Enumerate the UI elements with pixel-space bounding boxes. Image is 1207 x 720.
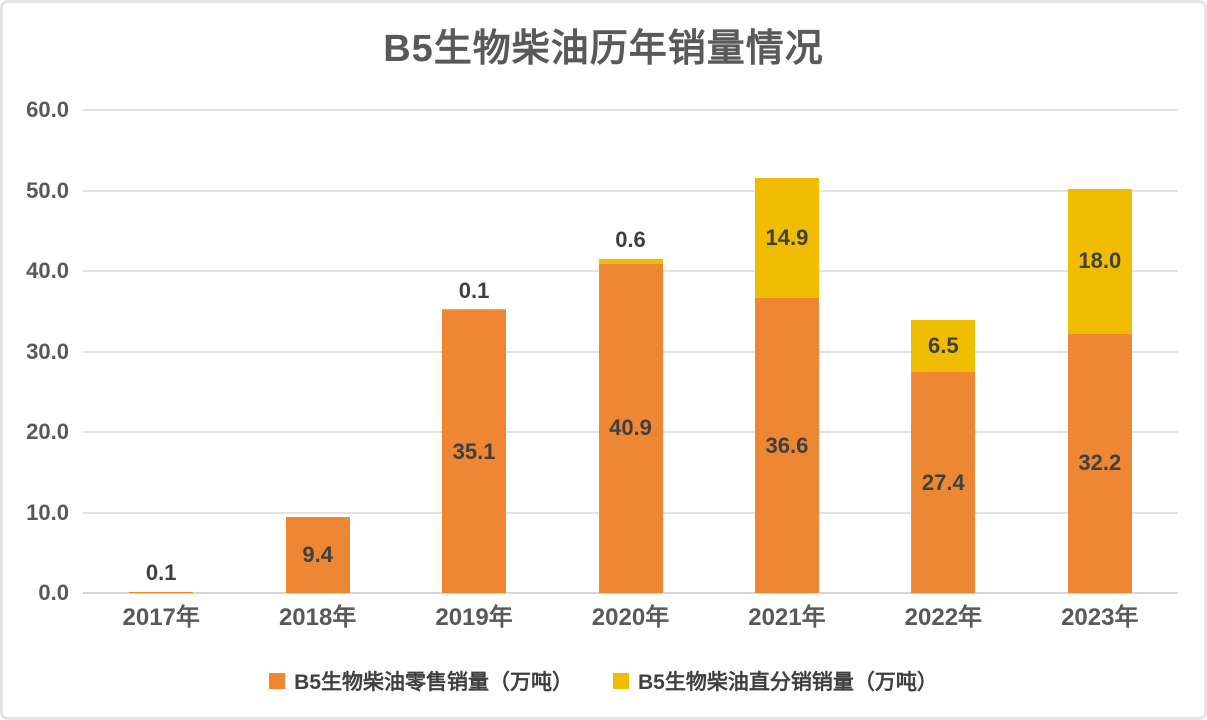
data-label: 14.9: [765, 225, 809, 251]
y-tick-label: 50.0: [26, 177, 69, 203]
bar-segment-retail: [129, 591, 194, 593]
bar-segment-direct: [1067, 188, 1132, 334]
bar-segment-retail: [598, 263, 663, 593]
data-label: 27.4: [921, 469, 965, 495]
chart-title: B5生物柴油历年销量情况: [383, 28, 824, 70]
x-tick-label: 2020年: [591, 604, 670, 631]
x-tick-label: 2022年: [904, 604, 983, 631]
data-label: 9.4: [302, 542, 333, 568]
legend-item: B5生物柴油零售销量（万吨）: [269, 666, 573, 696]
y-tick-label: 60.0: [26, 97, 69, 122]
bar-segment-retail: [1067, 333, 1132, 593]
data-label: 35.1: [452, 438, 496, 464]
legend-item: B5生物柴油直分销销量（万吨）: [613, 666, 938, 696]
data-label: 6.5: [928, 333, 959, 359]
bar-segment-retail: [442, 310, 507, 593]
x-tick-label: 2018年: [278, 604, 357, 631]
data-label: 40.9: [609, 415, 652, 441]
bar-segment-retail: [754, 298, 819, 593]
y-tick-label: 40.0: [26, 258, 69, 283]
gridline: [83, 109, 1178, 111]
bar-segment-direct: [598, 258, 663, 264]
x-tick-label: 2023年: [1061, 604, 1139, 631]
legend: B5生物柴油零售销量（万吨） B5生物柴油直分销销量（万吨）: [3, 659, 1204, 703]
legend-label: B5生物柴油直分销销量（万吨）: [638, 671, 938, 694]
bar-segment-direct: [754, 178, 819, 299]
x-tick-label: 2019年: [435, 604, 513, 631]
y-tick-label: 20.0: [26, 419, 69, 444]
plot-area: 0.1 9.4 35.1 0.1 40.9 0.6 36.6 14.9 27.4 6.5 32.2 1…: [83, 109, 1178, 594]
bar-segment-retail: [285, 517, 350, 593]
x-axis-line: [83, 592, 1178, 594]
gridline: [83, 189, 1178, 192]
legend-swatch-icon: [269, 673, 286, 689]
data-label: 0.6: [615, 226, 646, 252]
y-tick-label: 10.0: [26, 499, 69, 525]
bar-segment-retail: [911, 372, 976, 593]
bar-segment-direct: [911, 320, 976, 373]
x-tick-label: 2021年: [748, 604, 826, 631]
y-tick-label: 0.0: [38, 580, 69, 605]
data-label: 0.1: [458, 277, 490, 303]
data-label: 0.1: [145, 560, 177, 586]
data-label: 32.2: [1078, 450, 1122, 476]
legend-label: B5生物柴油零售销量（万吨）: [294, 671, 573, 694]
legend-swatch-icon: [613, 673, 629, 689]
bar-segment-direct: [442, 308, 507, 311]
x-tick-label: 2017年: [122, 604, 200, 631]
data-label: 36.6: [765, 432, 809, 458]
y-tick-label: 30.0: [26, 338, 69, 364]
data-label: 18.0: [1078, 248, 1122, 274]
